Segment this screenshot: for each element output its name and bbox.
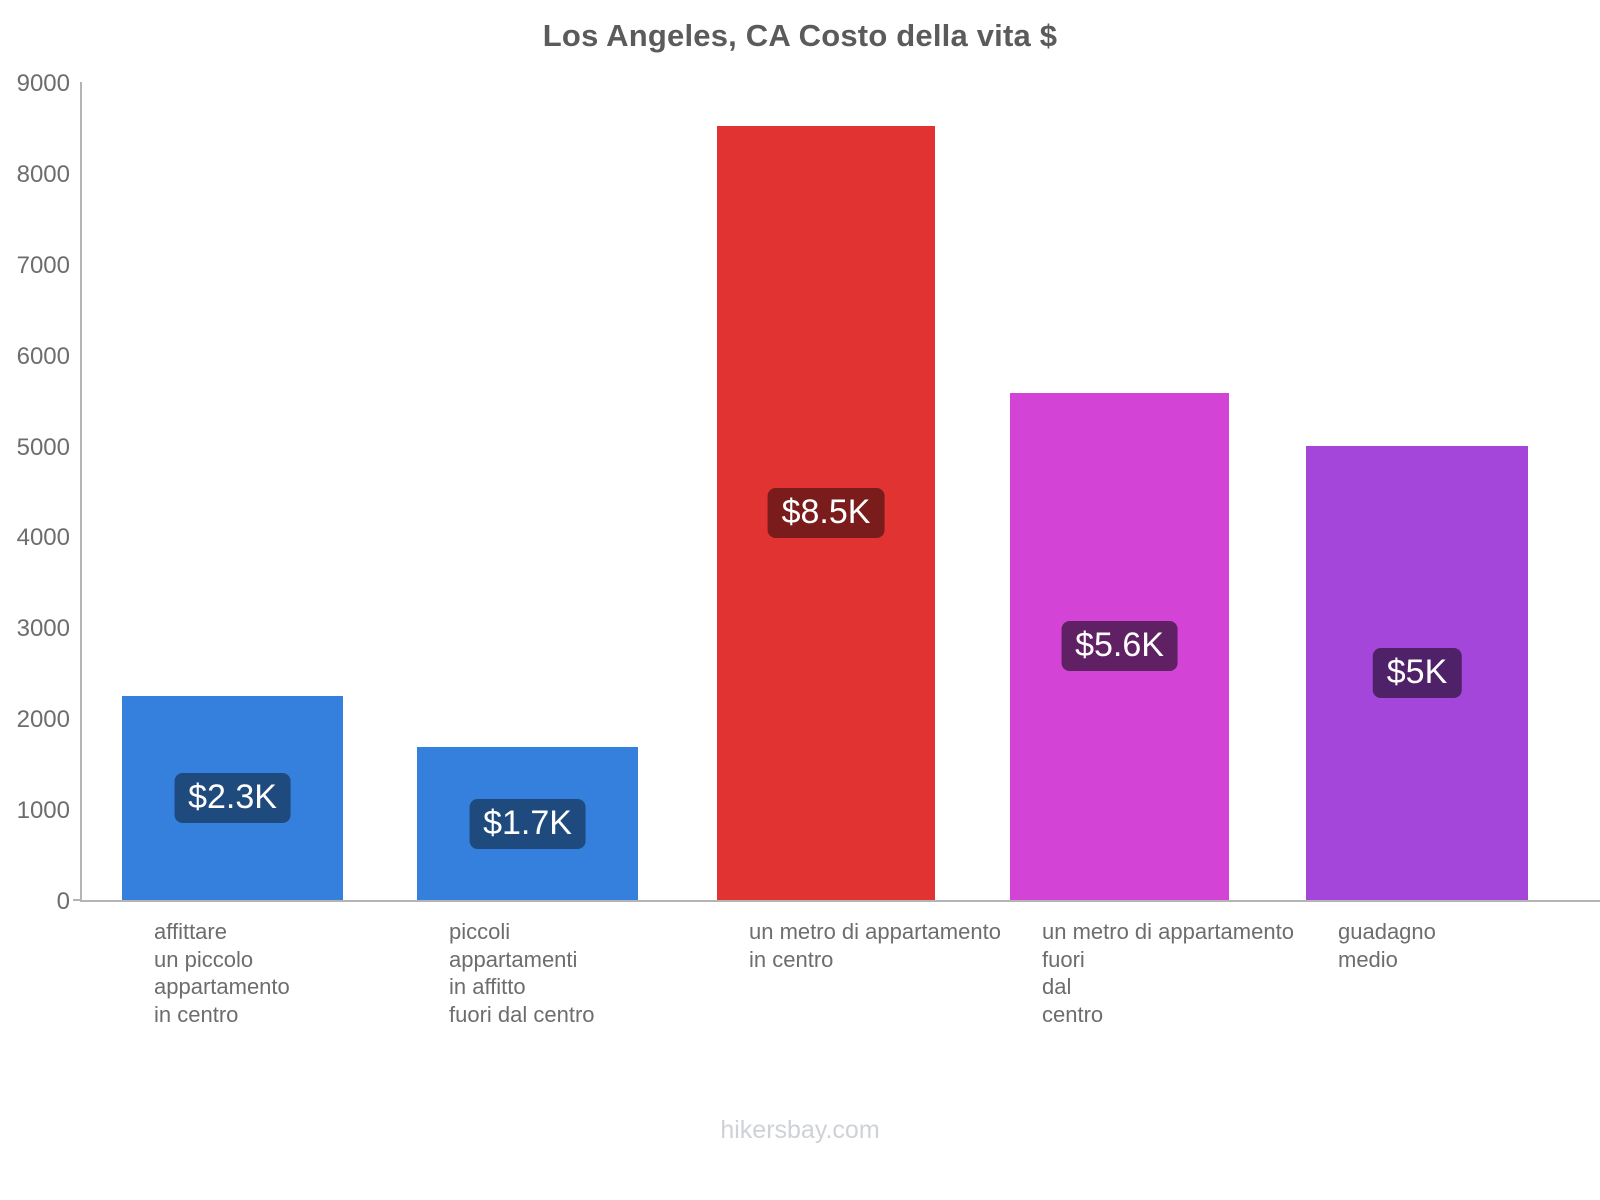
y-axis-tick-label: 9000 [16, 70, 70, 97]
y-axis-tick-label: 0 [56, 888, 70, 915]
y-axis-tick-label: 7000 [16, 251, 70, 279]
bar-value-label: $2.3K [174, 772, 291, 823]
bar-value-label: $5.6K [1061, 621, 1178, 672]
x-axis-category-label: guadagno medio [1338, 919, 1436, 972]
bar[interactable]: $5.6K [1010, 392, 1229, 900]
y-axis-tick-mark [73, 899, 80, 901]
x-axis-category-label: un metro di appartamento fuori dal centr… [1042, 919, 1294, 1027]
footer-attribution: hikersbay.com [720, 1116, 880, 1144]
y-axis-tick-label: 2000 [16, 706, 70, 734]
bar[interactable]: $5K [1306, 445, 1528, 900]
y-axis-tick-label: 1000 [16, 797, 70, 825]
x-axis-category-label: piccoli appartamenti in affitto fuori da… [449, 919, 595, 1027]
x-axis-category-label: affittare un piccolo appartamento in cen… [154, 919, 290, 1027]
bar-value-label: $8.5K [767, 487, 885, 538]
y-axis-tick-label: 6000 [16, 342, 70, 370]
y-axis-line [80, 82, 82, 900]
bar-value-label: $5K [1372, 647, 1462, 698]
y-axis-tick-label: 5000 [16, 433, 70, 461]
plot-area: 0 1000 2000 3000 4000 5000 6000 7000 8000 9000 $2… [17, 70, 1600, 915]
x-axis-line [80, 900, 1600, 902]
bar[interactable]: $1.7K [417, 747, 638, 900]
bar-value-label: $1.7K [469, 798, 586, 849]
bar[interactable]: $2.3K [122, 695, 343, 900]
y-axis-tick-label: 4000 [16, 524, 70, 552]
bar[interactable]: $8.5K [717, 125, 935, 900]
y-axis-tick-label: 8000 [16, 160, 70, 188]
x-axis-category-label: un metro di appartamento in centro [749, 919, 1001, 972]
y-axis-tick-label: 3000 [16, 615, 70, 643]
page-title: Los Angeles, CA Costo della vita $ [542, 18, 1058, 53]
